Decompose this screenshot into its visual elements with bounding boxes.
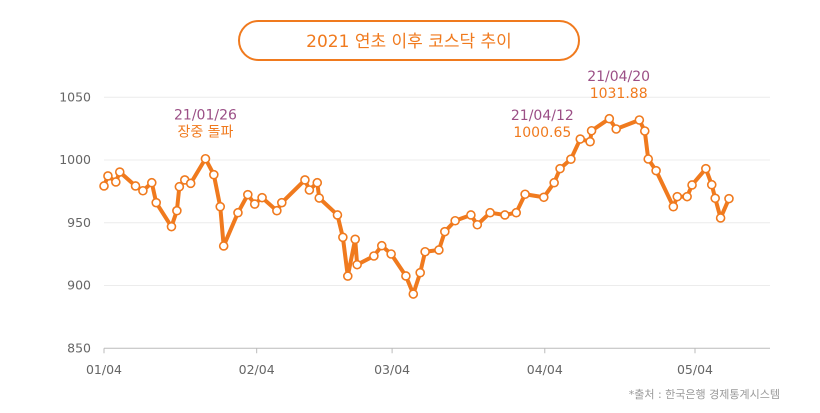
x-axis-ticks: 01/04 02/04 03/04 04/04 05/04 — [86, 348, 713, 377]
data-point — [312, 177, 323, 188]
data-point — [706, 179, 717, 190]
data-point — [575, 134, 586, 144]
data-point — [710, 193, 720, 204]
y-axis-ticks: 850 900 950 1000 1050 — [59, 89, 91, 355]
data-point — [146, 177, 157, 188]
data-point — [520, 189, 530, 200]
data-point — [450, 215, 460, 226]
data-point — [539, 192, 549, 203]
data-point — [408, 289, 419, 299]
title-pill — [238, 20, 580, 61]
data-point — [172, 205, 182, 216]
data-point — [586, 125, 597, 136]
annotation-text: 장중 돌파 — [177, 125, 233, 141]
data-point — [715, 213, 726, 223]
source-note: *출처 : 한국은행 경제통계시스템 — [629, 388, 780, 401]
data-point — [566, 154, 576, 164]
data-point — [257, 192, 267, 203]
data-point — [472, 219, 483, 230]
data-point — [634, 115, 645, 125]
data-point — [151, 197, 162, 208]
y-tick-label: 850 — [67, 340, 91, 355]
data-point — [511, 207, 522, 218]
data-point — [215, 201, 226, 212]
x-tick-label: 01/04 — [86, 362, 122, 377]
data-point — [585, 136, 595, 147]
data-point — [611, 124, 622, 134]
x-tick-label: 04/04 — [527, 362, 563, 377]
y-tick-label: 1000 — [59, 152, 91, 167]
data-point — [466, 210, 476, 220]
data-point — [130, 181, 141, 191]
data-point — [369, 251, 379, 261]
data-point — [668, 201, 679, 212]
x-tick-label: 05/04 — [677, 362, 713, 377]
annotation-text: 1031.88 — [590, 86, 648, 102]
data-point — [200, 153, 211, 164]
data-point — [99, 181, 109, 191]
data-point — [651, 165, 661, 176]
data-point — [185, 178, 196, 189]
data-point — [701, 163, 711, 174]
data-point — [114, 167, 125, 177]
data-point — [218, 241, 229, 251]
data-point — [434, 245, 444, 255]
chart-title: 2021 연초 이후 코스닥 추이 — [306, 32, 512, 52]
data-point — [386, 249, 396, 259]
data-point — [332, 210, 343, 220]
data-point — [549, 177, 559, 188]
y-tick-label: 950 — [67, 215, 91, 230]
annotation-date: 21/04/20 — [587, 69, 650, 85]
data-point — [209, 169, 219, 180]
series-line — [102, 116, 731, 297]
data-point — [138, 185, 148, 196]
data-point — [376, 240, 387, 251]
data-point — [401, 271, 411, 281]
data-point — [272, 205, 282, 216]
x-tick-label: 02/04 — [239, 362, 275, 377]
data-point — [500, 210, 510, 220]
data-point — [420, 246, 430, 257]
data-point — [111, 177, 121, 187]
data-point — [724, 193, 734, 204]
data-point — [639, 126, 650, 136]
data-point — [314, 193, 325, 203]
data-point — [440, 226, 450, 237]
series-kosdaq — [99, 113, 734, 299]
data-point — [672, 191, 683, 202]
y-tick-label: 900 — [67, 278, 91, 293]
data-point — [687, 180, 697, 190]
data-point — [276, 197, 287, 208]
data-point — [304, 185, 315, 195]
data-point — [249, 199, 260, 209]
data-point — [555, 163, 565, 174]
annotation-date: 21/04/12 — [511, 108, 574, 124]
annotation-text: 1000.65 — [513, 125, 571, 141]
data-point — [103, 171, 113, 181]
data-point — [643, 154, 654, 164]
data-point — [604, 113, 615, 124]
data-point — [682, 191, 692, 202]
data-point — [166, 221, 177, 232]
data-point — [174, 181, 185, 192]
data-point — [415, 267, 425, 278]
data-point — [342, 271, 353, 281]
x-tick-label: 03/04 — [374, 362, 410, 377]
data-point — [233, 207, 243, 218]
data-point — [338, 232, 348, 243]
gridlines — [104, 96, 770, 349]
data-point — [243, 189, 253, 200]
data-point — [350, 234, 360, 245]
data-point — [300, 175, 310, 185]
data-point — [352, 259, 362, 270]
annotation-date: 21/01/26 — [174, 108, 237, 124]
y-tick-label: 1050 — [59, 89, 91, 104]
data-point — [485, 207, 495, 218]
title-box: 2021 연초 이후 코스닥 추이 — [238, 20, 580, 61]
